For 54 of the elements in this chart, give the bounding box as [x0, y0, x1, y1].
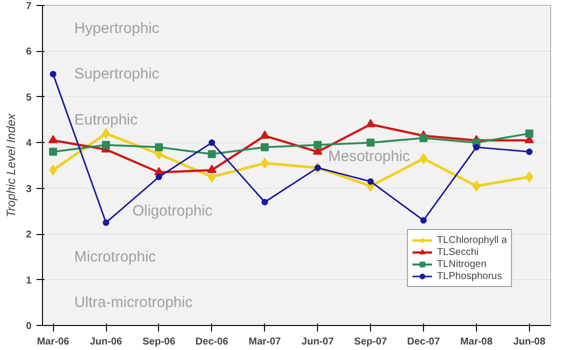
point: [156, 174, 162, 180]
point: [420, 217, 427, 224]
x-tick-label: Dec-06: [195, 336, 229, 348]
point: [314, 140, 322, 149]
point: [367, 178, 374, 185]
y-tick-label: 3: [26, 184, 32, 195]
band-label: Eutrophic: [74, 111, 138, 128]
point: [473, 144, 480, 150]
x-tick-label: Mar-06: [36, 336, 70, 348]
x-tick-label: Sep-06: [142, 336, 176, 348]
point: [526, 148, 533, 156]
y-axis-title: Trophic Level Index: [4, 112, 18, 218]
point: [50, 70, 56, 78]
x-tick-label: Jun-06: [90, 336, 123, 348]
legend-label: TLNitrogen: [436, 258, 486, 270]
point: [260, 158, 269, 169]
y-tick-label: 1: [26, 275, 32, 286]
y-tick-label: 6: [26, 46, 32, 58]
point: [208, 150, 216, 158]
point: [525, 130, 534, 138]
point: [420, 134, 428, 142]
band-label: Hypertrophic: [74, 20, 160, 37]
point: [366, 118, 376, 128]
legend-label: TLSecchi: [436, 246, 479, 258]
point: [49, 148, 58, 156]
band-label: Ultra-microtrophic: [74, 294, 194, 312]
point: [48, 134, 58, 144]
x-tick-label: Mar-07: [248, 336, 282, 348]
point: [207, 164, 217, 174]
legend-label: TLChlorophyll a: [436, 234, 507, 246]
point: [260, 143, 269, 152]
y-tick-label: 7: [26, 1, 32, 12]
point: [154, 143, 163, 152]
x-tick-label: Sep-07: [354, 336, 388, 348]
band-label: Mesotrophic: [328, 148, 410, 165]
point: [262, 198, 268, 206]
x-tick-label: Dec-07: [407, 336, 440, 348]
legend-label: TLPhosphorus: [436, 270, 502, 282]
point: [208, 139, 216, 146]
x-tick-label: Jun-08: [513, 336, 546, 348]
point: [102, 128, 110, 139]
point: [102, 219, 110, 226]
x-tick-label: Mar-08: [460, 336, 493, 348]
y-tick-label: 2: [26, 230, 32, 241]
x-tick-label: Jun-07: [302, 336, 334, 348]
y-tick-label: 5: [26, 92, 32, 104]
point: [102, 140, 110, 149]
band-label: Supertrophic: [74, 66, 160, 83]
y-tick-label: 4: [26, 138, 32, 150]
point: [366, 138, 375, 147]
y-tick-label: 0: [26, 321, 32, 332]
point: [260, 130, 270, 139]
band-label: Oligotrophic: [132, 202, 213, 220]
band-label: Microtrophic: [74, 248, 156, 266]
